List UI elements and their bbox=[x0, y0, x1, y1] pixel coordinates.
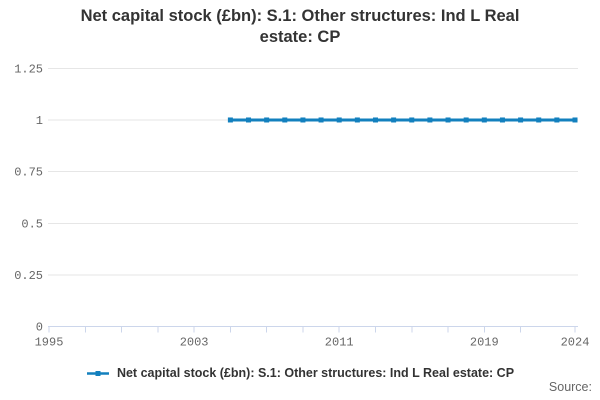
y-axis-label: 1 bbox=[36, 114, 43, 128]
series-point bbox=[463, 117, 469, 123]
legend-item[interactable]: Net capital stock (£bn): S.1: Other stru… bbox=[0, 363, 600, 383]
series-point bbox=[336, 117, 342, 123]
series-point bbox=[409, 117, 415, 123]
chart-title: Net capital stock (£bn): S.1: Other stru… bbox=[30, 6, 570, 48]
x-axis-label: 1995 bbox=[35, 336, 64, 350]
series-point bbox=[518, 117, 524, 123]
y-axis-label: 1.25 bbox=[14, 62, 43, 76]
series-point bbox=[554, 117, 560, 123]
y-axis-label: 0.5 bbox=[21, 217, 43, 231]
source-note: Source: bbox=[548, 380, 592, 394]
series-point bbox=[391, 117, 397, 123]
series-point bbox=[372, 117, 378, 123]
series-point bbox=[300, 117, 306, 123]
chart-title-line1: Net capital stock (£bn): S.1: Other stru… bbox=[80, 7, 520, 25]
x-axis-label: 2019 bbox=[470, 336, 499, 350]
series-point bbox=[499, 117, 505, 123]
series-point bbox=[427, 117, 433, 123]
chart-title-line2: estate: CP bbox=[259, 28, 341, 46]
series-point bbox=[481, 117, 487, 123]
series-point bbox=[536, 117, 542, 123]
series-point bbox=[227, 117, 233, 123]
series-point bbox=[572, 117, 578, 123]
x-axis-label: 2024 bbox=[561, 336, 590, 350]
series-point bbox=[445, 117, 451, 123]
x-axis-label: 2003 bbox=[180, 336, 209, 350]
series-point bbox=[264, 117, 270, 123]
legend-line-marker-icon bbox=[86, 370, 109, 376]
series-point bbox=[282, 117, 288, 123]
y-axis-label: 0.75 bbox=[14, 166, 43, 180]
y-axis-label: 0 bbox=[36, 321, 43, 335]
x-axis-label: 2011 bbox=[325, 336, 354, 350]
series-point bbox=[354, 117, 360, 123]
legend-label: Net capital stock (£bn): S.1: Other stru… bbox=[116, 366, 515, 380]
y-axis-label: 0.25 bbox=[14, 269, 43, 283]
series-point bbox=[246, 117, 252, 123]
series-point bbox=[318, 117, 324, 123]
